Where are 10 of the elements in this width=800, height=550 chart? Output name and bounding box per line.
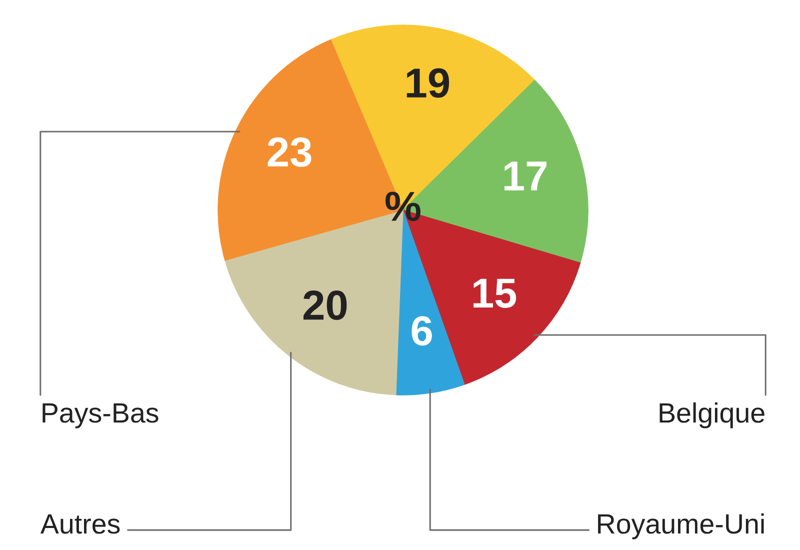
data-label: 20 [303, 290, 347, 320]
data-label: 23 [268, 137, 312, 167]
data-label: 15 [474, 278, 516, 308]
slice-label: Autres [40, 514, 120, 534]
slice-label: Belgique [660, 402, 764, 428]
slice-label: Pays-Bas [42, 403, 158, 428]
data-label: 17 [504, 162, 546, 190]
slice-label: Royaume-Uni [598, 513, 764, 540]
data-label: 6 [412, 316, 432, 346]
data-label: 19 [406, 68, 450, 98]
